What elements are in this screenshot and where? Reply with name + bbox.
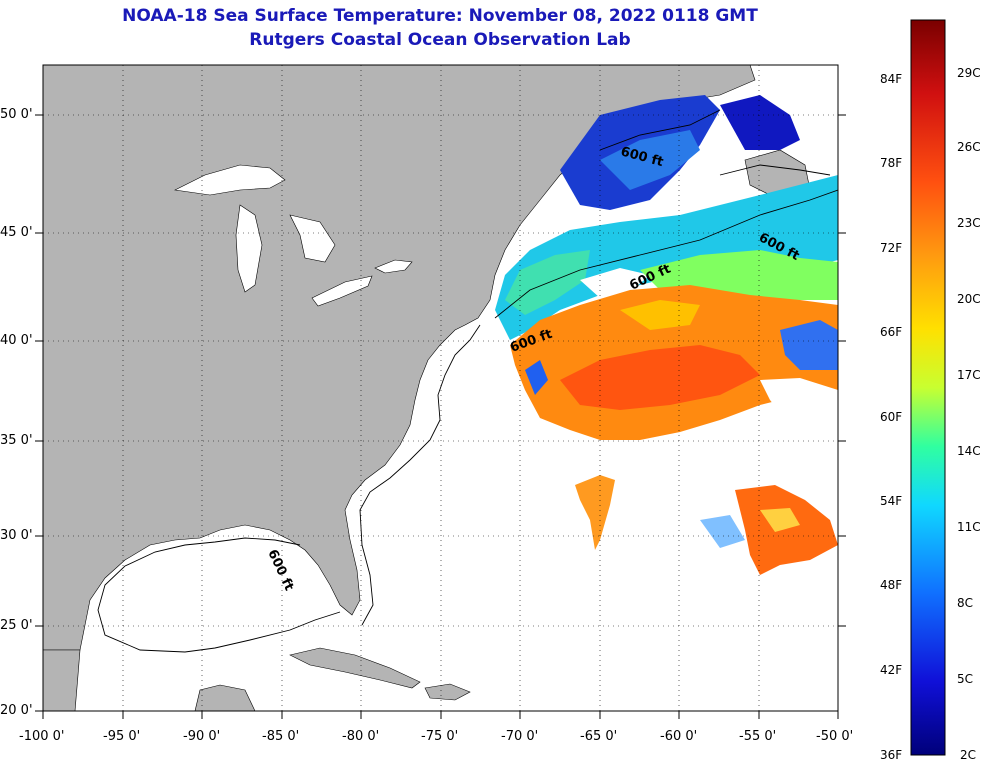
colorbar-c-label: 23C — [957, 216, 981, 230]
lat-tick: 25 0' — [0, 618, 33, 633]
map-title: NOAA-18 Sea Surface Temperature: Novembe… — [122, 6, 758, 26]
lon-tick: -55 0' — [739, 729, 777, 744]
lon-tick: -65 0' — [580, 729, 618, 744]
colorbar-f-label: 60F — [880, 410, 903, 424]
lake-michigan — [235, 204, 263, 293]
lat-tick: 35 0' — [0, 433, 33, 448]
sst-swath — [495, 95, 838, 575]
lon-tick: -95 0' — [103, 729, 141, 744]
colorbar-f-label: 42F — [880, 663, 903, 677]
bathymetry-contours — [97, 109, 838, 653]
land-hispaniola — [424, 683, 471, 701]
colorbar-c-label: 26C — [957, 140, 981, 154]
lat-tick: 50 0' — [0, 107, 33, 122]
map-subtitle: Rutgers Coastal Ocean Observation Lab — [249, 30, 631, 50]
lake-superior — [174, 164, 286, 196]
colorbar-c-label: 17C — [957, 368, 981, 382]
colorbar-c-label: 11C — [957, 520, 981, 534]
land-mexico — [43, 649, 81, 711]
lat-tick: 30 0' — [0, 528, 33, 543]
land-cuba — [289, 647, 421, 689]
lake-erie — [311, 275, 373, 307]
colorbar-c-label: 8C — [957, 596, 974, 610]
colorbar-f-label: 72F — [880, 241, 903, 255]
lake-ontario — [374, 259, 413, 274]
colorbar-c-label: 14C — [957, 444, 981, 458]
lon-tick: -90 0' — [183, 729, 221, 744]
colorbar-f-label: 84F — [880, 72, 903, 86]
colorbar-c-label: 29C — [957, 66, 981, 80]
colorbar-c-label: 2C — [960, 748, 977, 762]
lon-tick: -100 0' — [19, 729, 65, 744]
lon-tick: -60 0' — [660, 729, 698, 744]
land-north-america — [43, 65, 756, 651]
colorbar — [910, 19, 946, 756]
colorbar-c-label: 5C — [957, 672, 974, 686]
lat-tick: 45 0' — [0, 225, 33, 240]
colorbar-f-label: 66F — [880, 325, 903, 339]
lon-tick: -50 0' — [816, 729, 854, 744]
lon-tick: -75 0' — [421, 729, 459, 744]
lon-tick: -85 0' — [262, 729, 300, 744]
colorbar-f-label: 54F — [880, 494, 903, 508]
lon-tick: -70 0' — [501, 729, 539, 744]
colorbar-f-label: 78F — [880, 156, 903, 170]
colorbar-f-label: 36F — [880, 748, 903, 762]
lon-tick: -80 0' — [342, 729, 380, 744]
lat-tick: 20 0' — [0, 703, 33, 718]
lake-huron — [289, 214, 336, 263]
lat-tick: 40 0' — [0, 333, 33, 348]
land-yucatan — [194, 684, 256, 711]
colorbar-f-label: 48F — [880, 578, 903, 592]
colorbar-c-label: 20C — [957, 292, 981, 306]
